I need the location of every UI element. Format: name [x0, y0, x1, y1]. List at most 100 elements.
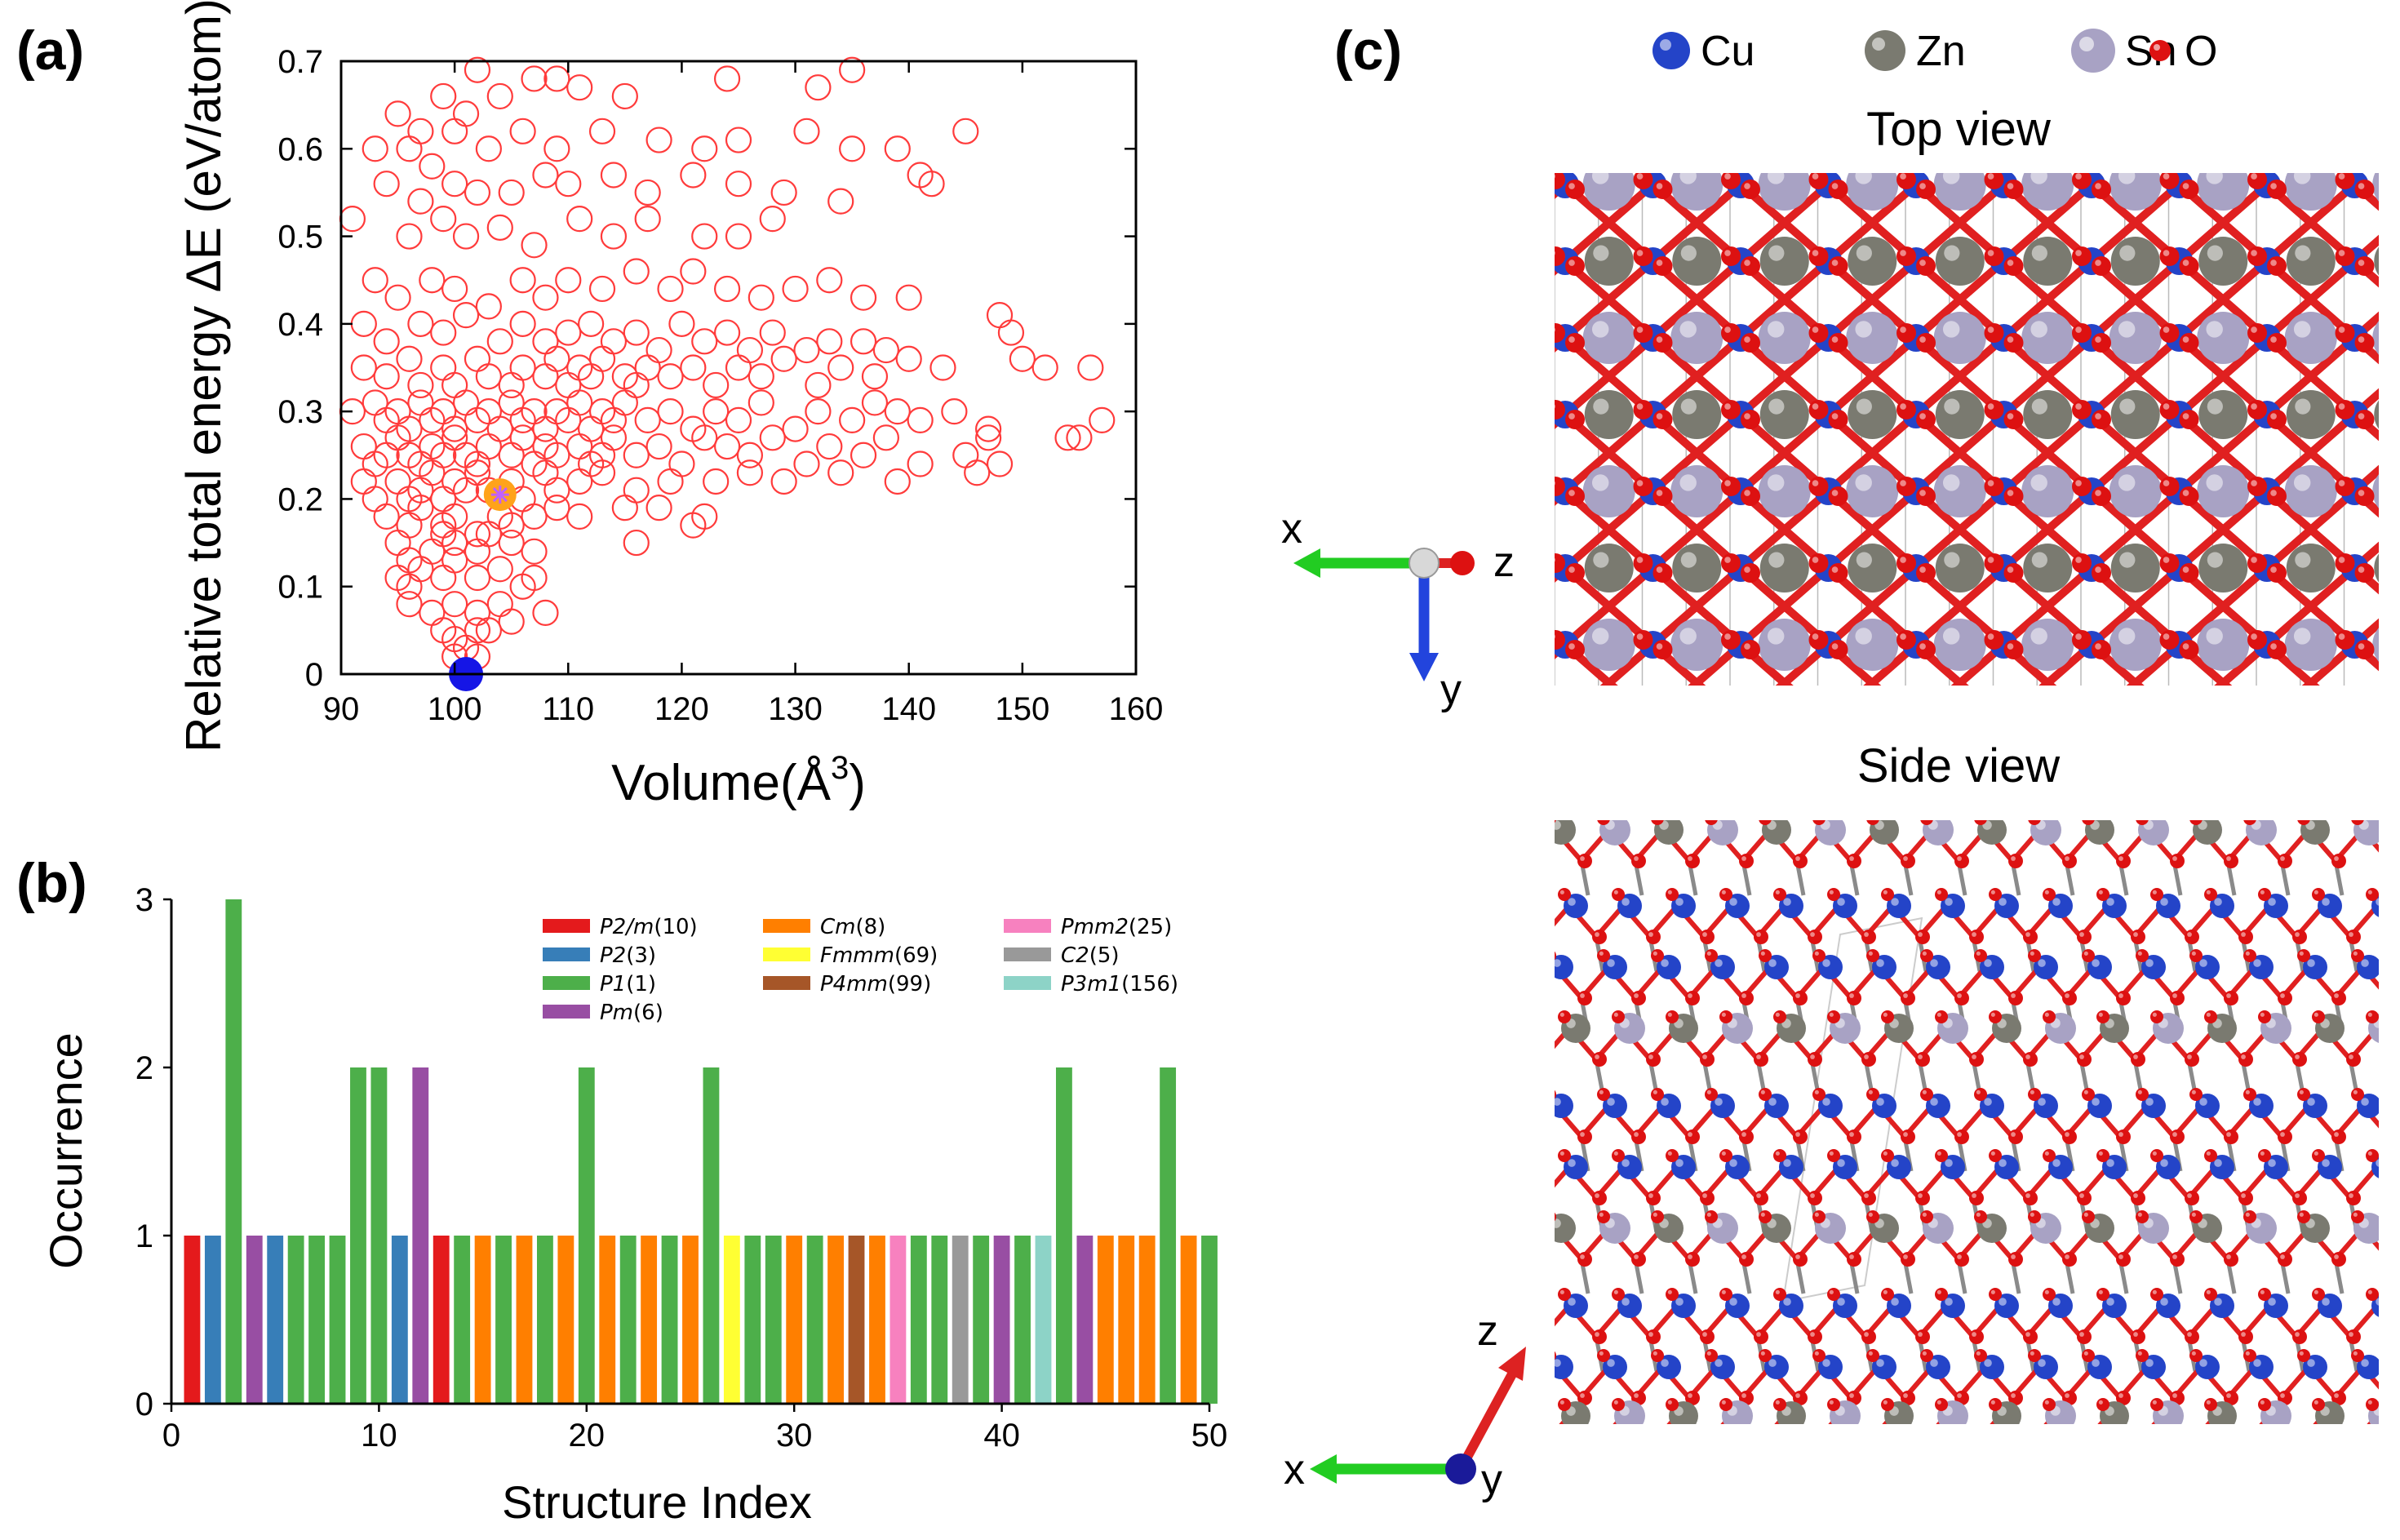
o-atom: [1866, 1088, 1879, 1101]
o-atom: [2385, 991, 2400, 1005]
o-atom: [1896, 630, 1916, 650]
scatter-point: [703, 371, 730, 399]
o-atom: [1754, 1191, 1768, 1205]
scatter-point: [498, 179, 525, 206]
scatter-point: [805, 398, 832, 425]
o-atom: [1828, 180, 1848, 199]
zn-atom: [2110, 237, 2160, 286]
sn-atom: [2109, 619, 2162, 671]
o-atom: [2189, 1349, 2203, 1362]
o-atom: [1808, 323, 1829, 343]
o-atom: [1759, 820, 1772, 825]
o-atom: [2179, 563, 2199, 583]
scatter-point: [452, 302, 480, 329]
o-atom: [2354, 486, 2375, 506]
o-atom: [2028, 1349, 2041, 1362]
cu-atom: [1990, 708, 2018, 735]
legend-swatch: [543, 948, 590, 961]
sn-atom: [2372, 173, 2379, 202]
cu-legend-label: Cu: [1701, 28, 1755, 75]
scatter-point: [827, 459, 854, 486]
y-axis-label: Occurrence: [40, 1032, 91, 1268]
y-tick-label: 0.2: [277, 482, 323, 517]
o-atom: [1866, 1210, 1879, 1223]
bar: [391, 1236, 408, 1404]
o-atom: [2335, 630, 2355, 650]
o-atom: [1989, 1398, 2002, 1411]
scatter-point: [532, 599, 559, 627]
o-atom: [2082, 1349, 2095, 1362]
o-atom: [2077, 1191, 2092, 1205]
o-atom: [1989, 1010, 2002, 1023]
scatter-point: [816, 267, 843, 294]
o-atom: [2092, 180, 2111, 199]
o-atom: [1612, 1398, 1625, 1411]
o-atom: [1741, 256, 1760, 276]
o-atom: [1558, 1288, 1571, 1301]
o-atom: [2346, 930, 2361, 944]
o-atom: [1916, 486, 1936, 506]
sn-atom: [2021, 465, 2074, 517]
sn-atom: [2284, 173, 2337, 211]
zn-atom: [1585, 697, 1634, 746]
o-atom: [1652, 180, 1673, 199]
sn-atom: [2353, 820, 2379, 845]
scatter-point: [588, 275, 616, 303]
o-atom: [1935, 1288, 1948, 1301]
o-atom: [2243, 820, 2256, 825]
o-atom: [1646, 1052, 1661, 1067]
o-atom: [2185, 1329, 2199, 1344]
o-atom: [2072, 707, 2092, 726]
sn-atom: [1582, 312, 1635, 364]
o-atom: [2346, 1052, 2361, 1067]
o-atom: [2185, 930, 2199, 944]
scatter-point: [430, 354, 457, 381]
cu-atom: [2384, 401, 2400, 428]
cu-atom: [1555, 1355, 1573, 1379]
o-atom: [1634, 707, 1653, 726]
o-atom: [1651, 1349, 1664, 1362]
bar: [952, 1236, 969, 1404]
o-atom: [2170, 991, 2185, 1005]
scatter-point: [543, 495, 570, 521]
o-atom: [1631, 854, 1646, 868]
o-atom: [1916, 563, 1936, 583]
o-atom: [2204, 1398, 2217, 1411]
o-atom: [1974, 820, 1987, 825]
x-axis-label: x: [1284, 1446, 1305, 1493]
scatter-point: [691, 328, 718, 355]
sn-atom: [1933, 312, 1986, 364]
o-atom: [1631, 1129, 1646, 1144]
o-atom: [1555, 1090, 1556, 1099]
zn-atom: [1672, 697, 1721, 746]
o-atom: [2258, 888, 2271, 901]
y-tick-label: 0.7: [277, 44, 323, 80]
o-atom: [1592, 1191, 1607, 1205]
o-atom: [1808, 173, 1829, 189]
o-atom: [1828, 486, 1848, 506]
o-atom: [2204, 888, 2217, 901]
o-atom: [2312, 1398, 2325, 1411]
scatter-point: [839, 406, 866, 433]
o-atom: [1974, 949, 1987, 962]
bar: [1014, 1236, 1031, 1404]
o-atom: [1700, 930, 1715, 944]
bar: [703, 1067, 720, 1404]
scatter-point: [986, 302, 1014, 329]
zn-atom: [2374, 246, 2379, 276]
scatter-point: [407, 310, 434, 337]
zn-atom: [1584, 390, 1634, 439]
sn-atom: [1670, 312, 1723, 364]
zn-atom: [2286, 544, 2336, 592]
o-atom: [1555, 246, 1565, 266]
o-atom: [1705, 820, 1718, 825]
o-atom: [2072, 630, 2092, 650]
scatter-point: [623, 477, 650, 504]
scatter-point: [486, 415, 513, 442]
o-atom: [1916, 333, 1936, 353]
scatter-point: [748, 389, 774, 416]
o-atom: [1741, 717, 1760, 736]
sn-atom: [2109, 173, 2162, 211]
o-atom: [2003, 486, 2024, 506]
o-atom: [2204, 1149, 2217, 1162]
